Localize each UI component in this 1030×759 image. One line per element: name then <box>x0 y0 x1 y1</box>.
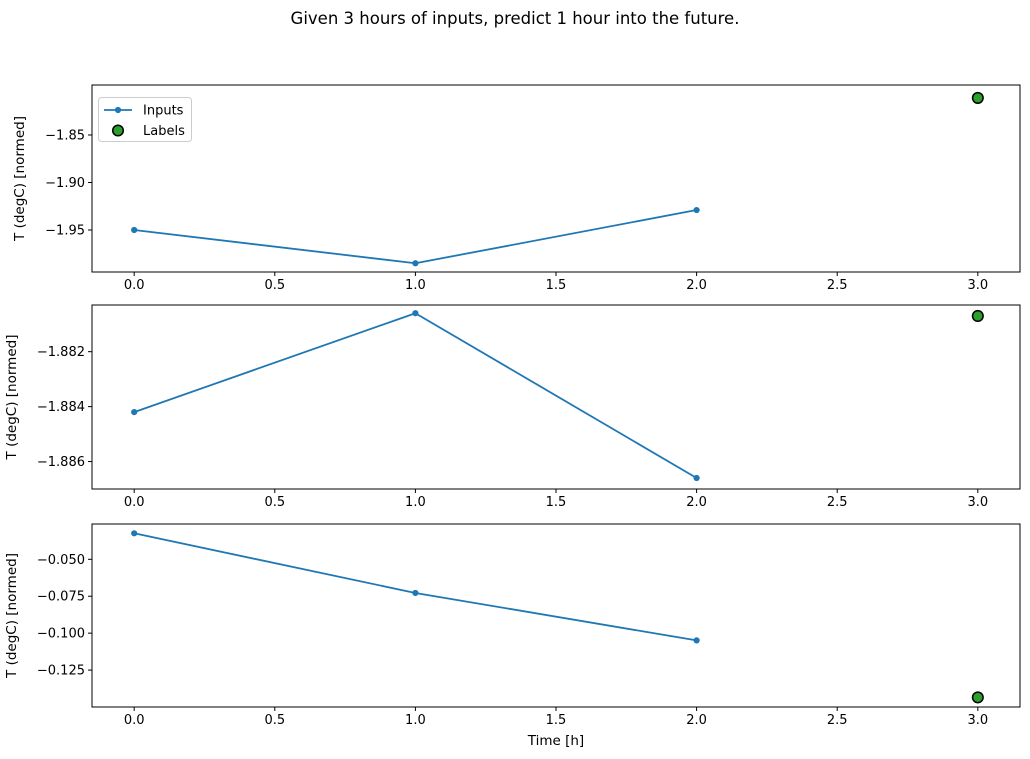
subplot-1: 0.0 0.5 1.0 1.5 2.0 2.5 3.0 −1.85 −1.90 −1.95 T (d… <box>12 84 1021 293</box>
x-tick-label: 2.5 <box>827 495 848 510</box>
label-point <box>971 691 984 704</box>
inputs-line <box>133 312 698 479</box>
input-point <box>693 637 700 644</box>
x-tick-label: 2.0 <box>686 495 707 510</box>
y-tick-label: −1.884 <box>37 400 85 415</box>
x-tick-label: 3.0 <box>967 278 988 293</box>
y-axis-label: T (degC) [normed] <box>4 553 20 679</box>
inputs-line <box>134 209 697 265</box>
input-point <box>131 226 138 234</box>
x-tick-label: 3.0 <box>967 495 988 510</box>
axes-frame <box>91 304 1021 490</box>
x-tick-label: 2.5 <box>827 713 848 728</box>
y-tick-label: −1.85 <box>45 128 85 143</box>
x-tick-label: 0.5 <box>264 278 285 293</box>
x-axis-label: Time [h] <box>527 733 584 749</box>
y-tick-label: −1.90 <box>45 176 85 191</box>
y-axis-label: T (degC) [normed] <box>4 335 20 461</box>
input-point <box>412 260 419 267</box>
x-tick-label: 3.0 <box>967 713 988 728</box>
input-point <box>131 409 138 416</box>
y-tick-label: −0.100 <box>37 627 85 642</box>
y-tick-label: −0.050 <box>37 553 85 568</box>
inputs-line <box>133 532 697 642</box>
x-tick-label: 1.5 <box>546 713 567 728</box>
x-tick-label: 0.0 <box>124 278 145 293</box>
x-tick-label: 1.5 <box>546 278 567 293</box>
legend-inputs-label: Inputs <box>143 104 184 119</box>
figure-title: Given 3 hours of inputs, predict 1 hour … <box>290 9 740 28</box>
x-tick-label: 2.5 <box>827 278 848 293</box>
axes-frame <box>91 84 1021 273</box>
input-point <box>412 310 419 317</box>
axes-frame <box>91 523 1021 708</box>
y-tick-label: −1.95 <box>45 224 85 239</box>
input-point <box>131 530 138 537</box>
x-tick-label: 1.0 <box>405 278 426 293</box>
x-tick-label: 2.0 <box>686 713 707 728</box>
x-tick-label: 2.0 <box>686 278 707 293</box>
label-point <box>971 91 984 104</box>
subplot-3: 0.0 0.5 1.0 1.5 2.0 2.5 3.0 −0.050 −0.075 −0.100 −… <box>4 523 1021 749</box>
y-tick-label: −0.075 <box>37 590 85 605</box>
label-point <box>971 309 984 323</box>
x-tick-label: 1.0 <box>405 495 426 510</box>
y-axis-label: T (degC) [normed] <box>12 116 28 242</box>
y-tick-label: −1.886 <box>37 455 85 470</box>
legend-inputs-dot-icon <box>114 106 122 114</box>
x-tick-label: 1.5 <box>546 495 567 510</box>
input-point <box>693 474 700 482</box>
y-tick-label: −0.125 <box>37 664 85 679</box>
x-tick-label: 1.0 <box>405 713 426 728</box>
legend: Inputs Labels <box>98 97 192 142</box>
subplot-2: 0.0 0.5 1.0 1.5 2.0 2.5 3.0 −1.882 −1.884 −1.886 T… <box>4 304 1021 510</box>
x-tick-label: 0.0 <box>124 495 145 510</box>
x-tick-label: 0.0 <box>124 713 145 728</box>
input-point <box>693 206 700 214</box>
y-tick-label: −1.882 <box>37 345 85 360</box>
x-tick-label: 0.5 <box>264 495 285 510</box>
legend-labels-label: Labels <box>143 124 185 139</box>
legend-labels-circle-icon <box>111 124 125 137</box>
x-tick-label: 0.5 <box>264 713 285 728</box>
input-point <box>412 589 419 597</box>
